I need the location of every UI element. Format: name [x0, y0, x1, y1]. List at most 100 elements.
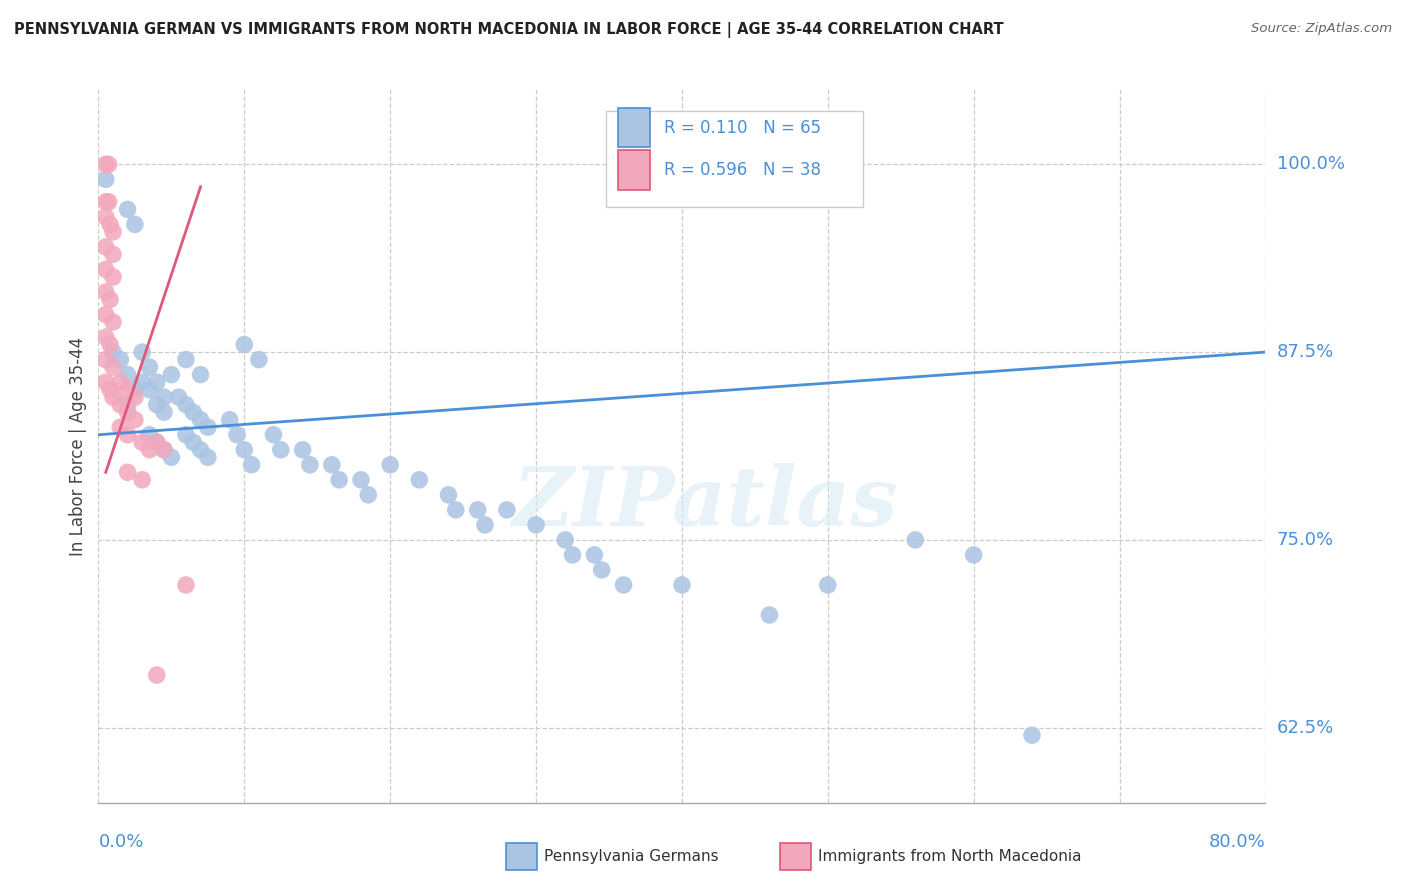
Point [240, 458, 263, 472]
Point [146, 435, 169, 450]
Point [110, 420, 132, 434]
Point [131, 473, 153, 487]
Point [124, 218, 146, 232]
Point [97, 194, 120, 209]
Text: 75.0%: 75.0% [1277, 531, 1334, 549]
Point [94, 210, 117, 224]
Point [98, 337, 121, 351]
Point [444, 503, 467, 517]
Point [817, 578, 839, 592]
Point [117, 202, 139, 217]
Point [110, 352, 132, 367]
Point [146, 435, 169, 450]
Point [98, 383, 121, 397]
Point [110, 375, 132, 389]
Text: ZIPatlas: ZIPatlas [513, 463, 898, 543]
Point [138, 427, 160, 442]
Point [146, 375, 169, 389]
Text: 100.0%: 100.0% [1277, 155, 1344, 173]
Point [174, 427, 197, 442]
Point [671, 578, 693, 592]
FancyBboxPatch shape [617, 151, 651, 190]
Text: 80.0%: 80.0% [1209, 833, 1265, 851]
Point [357, 488, 380, 502]
Text: PENNSYLVANIA GERMAN VS IMMIGRANTS FROM NORTH MACEDONIA IN LABOR FORCE | AGE 35-4: PENNSYLVANIA GERMAN VS IMMIGRANTS FROM N… [14, 22, 1004, 38]
Text: Source: ZipAtlas.com: Source: ZipAtlas.com [1251, 22, 1392, 36]
Point [181, 435, 204, 450]
Point [101, 345, 124, 359]
Point [190, 413, 212, 427]
Point [247, 352, 270, 367]
Point [117, 405, 139, 419]
Y-axis label: In Labor Force | Age 35-44: In Labor Force | Age 35-44 [69, 336, 87, 556]
Point [962, 548, 984, 562]
Text: 0.0%: 0.0% [98, 833, 143, 851]
Point [94, 172, 117, 186]
Point [174, 352, 197, 367]
FancyBboxPatch shape [606, 111, 863, 207]
Point [153, 405, 176, 419]
Point [153, 442, 176, 457]
Point [591, 563, 613, 577]
Point [233, 442, 256, 457]
Point [612, 578, 634, 592]
Point [197, 420, 219, 434]
Point [181, 405, 204, 419]
Text: Immigrants from North Macedonia: Immigrants from North Macedonia [818, 849, 1081, 863]
Point [101, 360, 124, 375]
Point [174, 398, 197, 412]
Point [94, 262, 117, 277]
Point [138, 383, 160, 397]
Point [124, 383, 146, 397]
Point [226, 427, 249, 442]
Text: 87.5%: 87.5% [1277, 343, 1334, 361]
Point [467, 503, 489, 517]
Point [138, 360, 160, 375]
Text: 62.5%: 62.5% [1277, 719, 1334, 737]
Point [474, 517, 496, 532]
FancyBboxPatch shape [617, 108, 651, 147]
Point [321, 458, 343, 472]
Point [117, 398, 139, 412]
Text: R = 0.110   N = 65: R = 0.110 N = 65 [665, 119, 821, 136]
Point [101, 225, 124, 239]
Point [218, 413, 240, 427]
Point [262, 427, 284, 442]
Point [328, 473, 350, 487]
Point [378, 458, 402, 472]
Point [94, 157, 117, 171]
Point [101, 270, 124, 285]
Point [408, 473, 430, 487]
Point [98, 293, 121, 307]
Point [94, 330, 117, 344]
Point [190, 442, 212, 457]
Point [350, 473, 373, 487]
Point [94, 194, 117, 209]
Point [270, 442, 292, 457]
Point [298, 458, 321, 472]
Point [117, 427, 139, 442]
Point [437, 488, 460, 502]
Point [94, 240, 117, 254]
Point [94, 375, 117, 389]
Text: Pennsylvania Germans: Pennsylvania Germans [544, 849, 718, 863]
Point [124, 413, 146, 427]
Point [117, 383, 139, 397]
Point [291, 442, 314, 457]
Point [153, 390, 176, 404]
Point [160, 450, 183, 465]
Point [124, 390, 146, 404]
Point [101, 390, 124, 404]
Point [101, 247, 124, 261]
Point [117, 368, 139, 382]
Point [153, 442, 176, 457]
Point [117, 465, 139, 479]
Point [94, 352, 117, 367]
Point [495, 503, 517, 517]
Text: R = 0.596   N = 38: R = 0.596 N = 38 [665, 161, 821, 179]
Point [904, 533, 927, 547]
Point [583, 548, 606, 562]
Point [131, 345, 153, 359]
Point [190, 368, 212, 382]
Point [197, 450, 219, 465]
